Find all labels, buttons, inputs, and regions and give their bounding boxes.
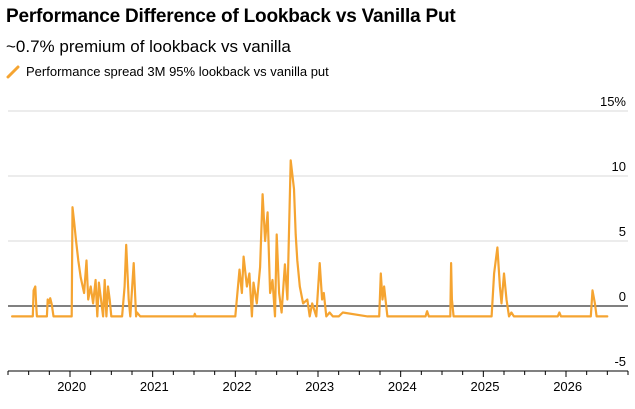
x-tick-label: 2025 (471, 379, 500, 394)
chart-subtitle: ~0.7% premium of lookback vs vanilla (6, 37, 291, 56)
y-tick-label: 5 (619, 224, 626, 239)
x-tick-label: 2020 (57, 379, 86, 394)
legend-label: Performance spread 3M 95% lookback vs va… (26, 64, 329, 79)
y-tick-label: 15% (600, 94, 626, 109)
y-tick-label: 10 (612, 159, 626, 174)
chart-title: Performance Difference of Lookback vs Va… (6, 6, 456, 27)
x-tick-label: 2024 (388, 379, 417, 394)
legend: Performance spread 3M 95% lookback vs va… (6, 64, 329, 79)
x-tick-label: 2021 (140, 379, 169, 394)
x-tick-label: 2023 (305, 379, 334, 394)
y-tick-label: 0 (619, 289, 626, 304)
x-tick-label: 2026 (553, 379, 582, 394)
x-tick-label: 2022 (223, 379, 252, 394)
series-line (11, 159, 609, 318)
y-tick-label: -5 (614, 354, 626, 369)
legend-swatch (6, 65, 20, 78)
